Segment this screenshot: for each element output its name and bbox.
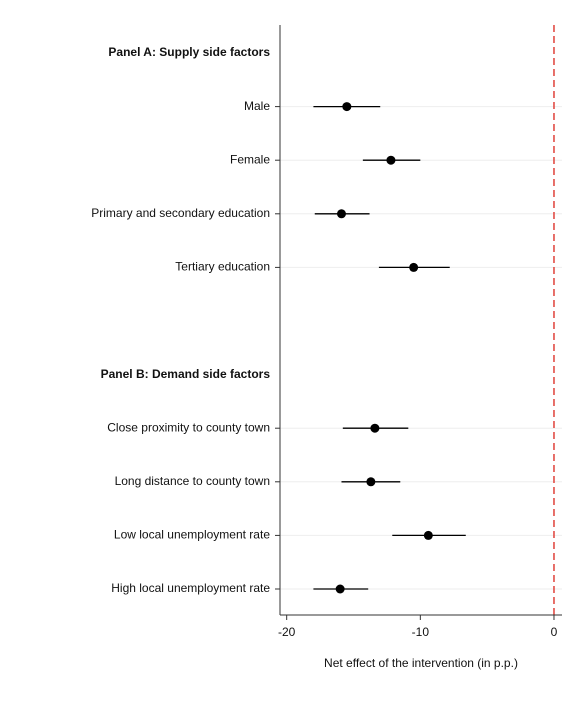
x-tick-label: 0 [551,625,558,639]
point-estimate [336,209,346,219]
x-axis-label: Net effect of the intervention (in p.p.) [324,656,518,670]
panel-header: Panel B: Demand side factors [101,367,271,381]
x-tick-label: -10 [412,625,430,639]
y-tick-label: Tertiary education [175,260,270,274]
y-tick-label: High local unemployment rate [111,581,270,595]
point-estimate [409,262,419,272]
y-tick-label: Primary and secondary education [91,206,270,220]
x-tick-label: -20 [278,625,296,639]
point-estimate [366,477,376,487]
y-tick-label: Male [244,99,270,113]
point-estimate [370,423,380,433]
point-estimate [386,155,396,165]
y-tick-label: Close proximity to county town [107,420,270,434]
y-tick-label: Female [230,152,270,166]
point-estimate [423,530,433,540]
point-estimate [342,102,352,112]
y-tick-label: Long distance to county town [115,474,270,488]
point-estimate [335,584,345,594]
y-tick-label: Low local unemployment rate [114,528,270,542]
panel-header: Panel A: Supply side factors [108,45,270,59]
